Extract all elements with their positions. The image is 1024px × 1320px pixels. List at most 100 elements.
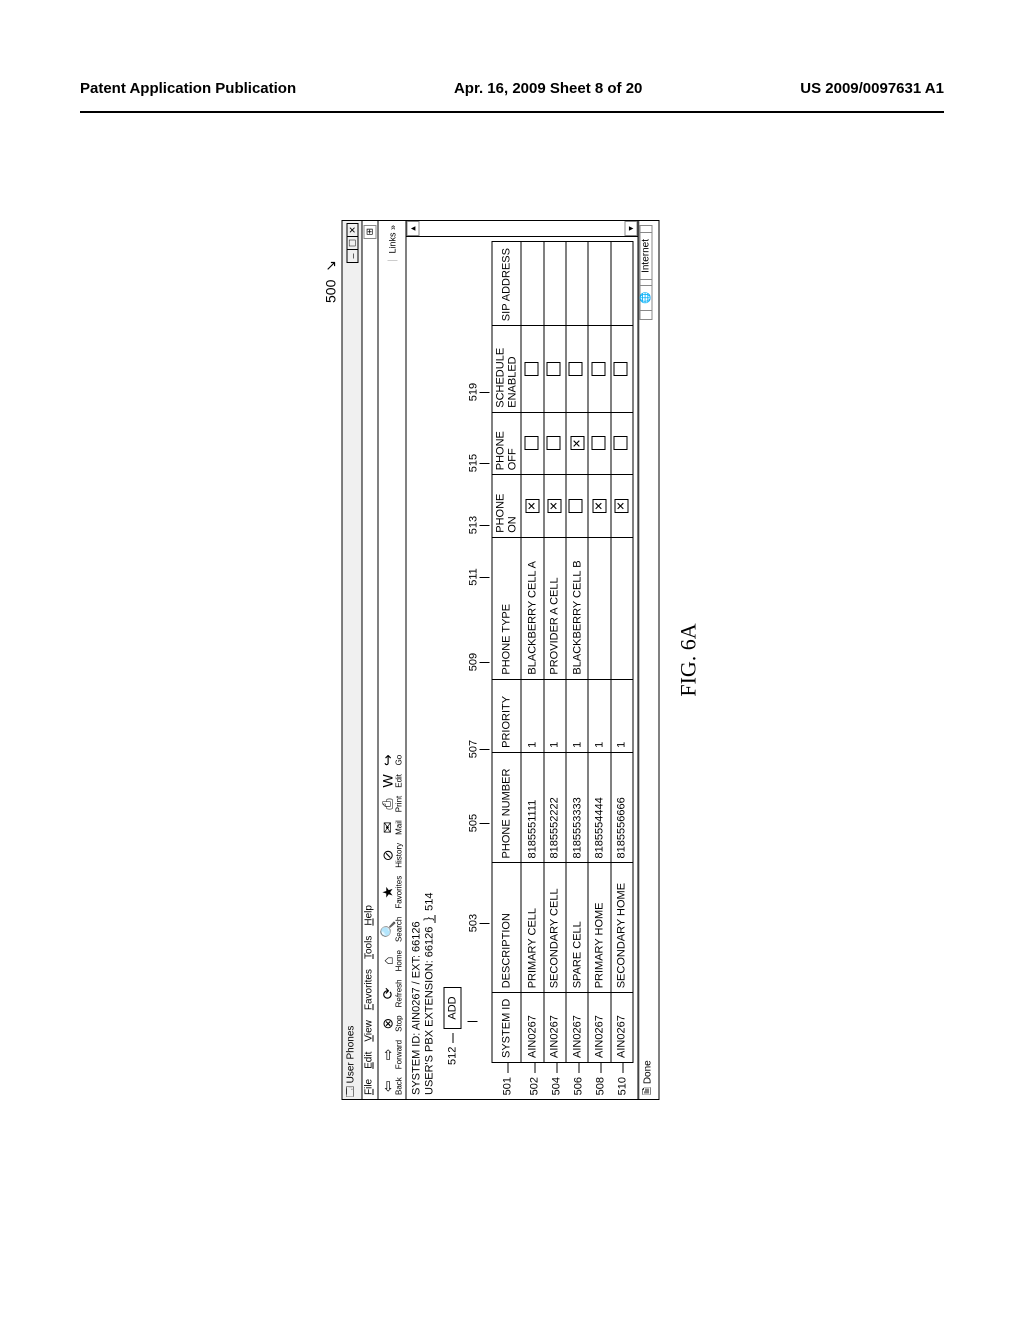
checkbox[interactable] bbox=[591, 437, 605, 451]
back-icon: ⇦ bbox=[381, 1080, 395, 1092]
window-title: 🗔 User Phones bbox=[344, 1026, 361, 1097]
menubar: File Edit View Favorites Tools Help ⊞ bbox=[363, 221, 379, 1099]
toolbar-go-button[interactable]: ↪Go bbox=[381, 754, 404, 766]
table-cell: 1 bbox=[521, 679, 543, 752]
table-cell bbox=[611, 412, 633, 475]
column-refs: 503505507509511513515519 bbox=[468, 241, 490, 1065]
column-header: DESCRIPTION bbox=[492, 863, 521, 993]
toolbar-stop-button[interactable]: ⊗Stop bbox=[381, 1015, 404, 1031]
title-icon: 🗔 bbox=[346, 1086, 357, 1097]
checkbox[interactable]: ✕ bbox=[570, 437, 584, 451]
refresh-icon: ⟳ bbox=[381, 988, 395, 1000]
row-ref: 502 bbox=[524, 1063, 546, 1103]
toolbar-back-button[interactable]: ⇦Back bbox=[381, 1077, 404, 1095]
row-ref: 506 bbox=[568, 1063, 590, 1103]
table-cell: AIN0267 bbox=[544, 993, 566, 1063]
maximize-button[interactable]: ☐ bbox=[346, 236, 358, 250]
menubar-icon[interactable]: ⊞ bbox=[364, 225, 377, 239]
figure-container: 500 ↘ 🗔 User Phones –☐✕ FileEditViewFavo… bbox=[323, 220, 702, 1100]
table-cell bbox=[566, 242, 588, 326]
toolbar-print-button[interactable]: ⎙Print bbox=[381, 796, 404, 812]
content-area: SYSTEM ID: AIN0267 / EXT: 66126 USER'S P… bbox=[407, 221, 639, 1099]
menu-item-file[interactable]: File bbox=[364, 1079, 375, 1095]
menu-item-tools[interactable]: Tools bbox=[364, 936, 375, 959]
table-cell: 1 bbox=[588, 679, 610, 752]
toolbar-home-button[interactable]: ⌂Home bbox=[381, 950, 404, 971]
col-ref-phone_off: 513 bbox=[468, 499, 490, 551]
checkbox[interactable] bbox=[613, 437, 627, 451]
checkbox[interactable] bbox=[546, 437, 560, 451]
page-header: Patent Application Publication Apr. 16, … bbox=[0, 0, 1024, 107]
table-cell: PRIMARY CELL bbox=[521, 863, 543, 993]
table-cell: BLACKBERRY CELL A bbox=[521, 537, 543, 679]
checkbox[interactable]: ✕ bbox=[615, 499, 629, 513]
checkbox[interactable]: ✕ bbox=[593, 499, 607, 513]
toolbar-mail-button[interactable]: ✉Mail bbox=[381, 820, 404, 835]
history-icon: ⊘ bbox=[381, 849, 395, 861]
column-header: PHONE ON bbox=[492, 475, 521, 538]
table-cell: AIN0267 bbox=[588, 993, 610, 1063]
table-cell: SPARE CELL bbox=[566, 863, 588, 993]
toolbar-links[interactable]: Links » bbox=[387, 225, 397, 261]
col-ref-description: 503 bbox=[468, 869, 490, 977]
table-row: AIN0267SECONDARY HOME81855566661✕ bbox=[611, 242, 633, 1063]
column-header: PHONE NUMBER bbox=[492, 752, 521, 863]
toolbar-favorites-button[interactable]: ★Favorites bbox=[381, 876, 404, 909]
checkbox[interactable] bbox=[569, 362, 583, 376]
mail-icon: ✉ bbox=[381, 822, 395, 834]
col-ref-phone_number: 505 bbox=[468, 777, 490, 869]
checkbox[interactable] bbox=[613, 362, 627, 376]
scrollbar[interactable]: ▴ ▾ bbox=[407, 221, 638, 237]
table-cell bbox=[611, 326, 633, 413]
col-ref-phone_on: 511 bbox=[468, 551, 490, 603]
toolbar-history-button[interactable]: ⊘History bbox=[381, 843, 404, 868]
table-cell: ✕ bbox=[611, 475, 633, 538]
data-table: SYSTEM IDDESCRIPTIONPHONE NUMBERPRIORITY… bbox=[492, 241, 634, 1063]
print-icon: ⎙ bbox=[381, 798, 395, 809]
ref-arrow-icon: ↘ bbox=[323, 260, 340, 272]
checkbox[interactable]: ✕ bbox=[548, 499, 562, 513]
row-ref: 508 bbox=[590, 1063, 612, 1103]
favorites-icon: ★ bbox=[381, 886, 395, 899]
menu-item-view[interactable]: View bbox=[364, 1020, 375, 1042]
row-refs: 501502504506508510 bbox=[492, 1063, 634, 1103]
header-rule bbox=[80, 111, 944, 113]
go-icon: ↪ bbox=[381, 754, 395, 766]
browser-window: 🗔 User Phones –☐✕ FileEditViewFavoritesT… bbox=[342, 220, 660, 1100]
table-cell: ✕ bbox=[544, 475, 566, 538]
table-cell: AIN0267 bbox=[611, 993, 633, 1063]
header-center: Apr. 16, 2009 Sheet 8 of 20 bbox=[454, 80, 642, 97]
column-header: SCHEDULE ENABLED bbox=[492, 326, 521, 413]
menu-item-favorites[interactable]: Favorites bbox=[364, 969, 375, 1010]
toolbar-edit-button[interactable]: WEdit bbox=[381, 774, 404, 788]
close-button[interactable]: ✕ bbox=[346, 223, 358, 237]
table-cell bbox=[544, 412, 566, 475]
window-controls: –☐✕ bbox=[346, 223, 358, 262]
figure-rotated-wrap: 500 ↘ 🗔 User Phones –☐✕ FileEditViewFavo… bbox=[323, 220, 702, 1100]
minimize-button[interactable]: – bbox=[346, 249, 358, 263]
table-cell bbox=[521, 326, 543, 413]
status-left-icon: 🗎 bbox=[643, 1087, 654, 1095]
checkbox[interactable] bbox=[546, 362, 560, 376]
scroll-down-icon[interactable]: ▾ bbox=[625, 221, 638, 236]
table-cell bbox=[588, 326, 610, 413]
checkbox[interactable] bbox=[524, 362, 538, 376]
table-cell: AIN0267 bbox=[566, 993, 588, 1063]
table-cell: 8185556666 bbox=[611, 752, 633, 863]
table-cell bbox=[611, 537, 633, 679]
toolbar-refresh-button[interactable]: ⟳Refresh bbox=[381, 979, 404, 1007]
table-cell: 1 bbox=[611, 679, 633, 752]
checkbox[interactable] bbox=[569, 499, 583, 513]
checkbox[interactable]: ✕ bbox=[526, 499, 540, 513]
menu-item-edit[interactable]: Edit bbox=[364, 1052, 375, 1069]
scroll-up-icon[interactable]: ▴ bbox=[407, 221, 420, 236]
row-ref: 501 bbox=[492, 1063, 524, 1103]
table-cell bbox=[588, 242, 610, 326]
table-cell bbox=[521, 412, 543, 475]
menu-item-help[interactable]: Help bbox=[364, 905, 375, 926]
checkbox[interactable] bbox=[591, 362, 605, 376]
toolbar-search-button[interactable]: 🔍Search bbox=[381, 917, 404, 942]
checkbox[interactable] bbox=[524, 437, 538, 451]
toolbar-forward-button[interactable]: ⇨Forward bbox=[381, 1040, 404, 1069]
add-button[interactable]: ADD bbox=[444, 987, 462, 1028]
